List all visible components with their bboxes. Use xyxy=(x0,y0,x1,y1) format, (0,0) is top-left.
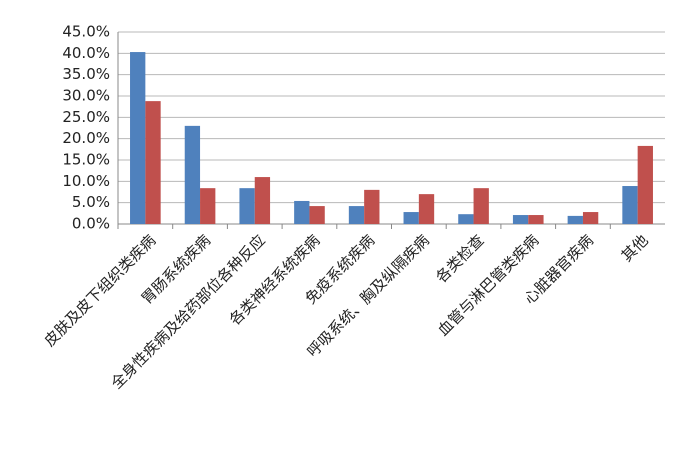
y-tick-label: 0.0% xyxy=(72,215,110,233)
bar xyxy=(309,206,325,224)
y-tick-label: 30.0% xyxy=(62,87,110,105)
y-tick-label: 45.0% xyxy=(62,23,110,41)
x-tick-label: 血管与淋巴管类疾病 xyxy=(434,231,542,339)
bar xyxy=(130,52,146,225)
bar xyxy=(184,125,201,224)
bar xyxy=(348,206,365,224)
bar xyxy=(254,177,271,224)
bar xyxy=(364,189,380,224)
bar xyxy=(145,101,161,224)
x-tick-label: 各类检查 xyxy=(432,231,487,286)
y-tick-label: 10.0% xyxy=(62,172,110,190)
y-tick-label: 40.0% xyxy=(62,44,110,62)
bar xyxy=(622,186,638,224)
bar xyxy=(582,212,599,224)
x-tick-label: 其他 xyxy=(618,231,652,265)
bar xyxy=(567,215,583,224)
bar xyxy=(239,188,255,224)
y-tick-label: 25.0% xyxy=(62,108,110,126)
y-tick-label: 20.0% xyxy=(62,129,110,147)
y-tick-label: 35.0% xyxy=(62,65,110,83)
bar xyxy=(403,212,419,224)
bar xyxy=(200,188,216,224)
bar xyxy=(528,215,544,224)
bar xyxy=(458,214,474,224)
bar xyxy=(473,188,489,224)
bar xyxy=(418,194,435,224)
y-tick-label: 15.0% xyxy=(62,151,110,169)
y-tick-label: 5.0% xyxy=(72,193,110,211)
bar xyxy=(637,145,653,224)
bar xyxy=(512,215,529,224)
bar xyxy=(294,200,310,224)
